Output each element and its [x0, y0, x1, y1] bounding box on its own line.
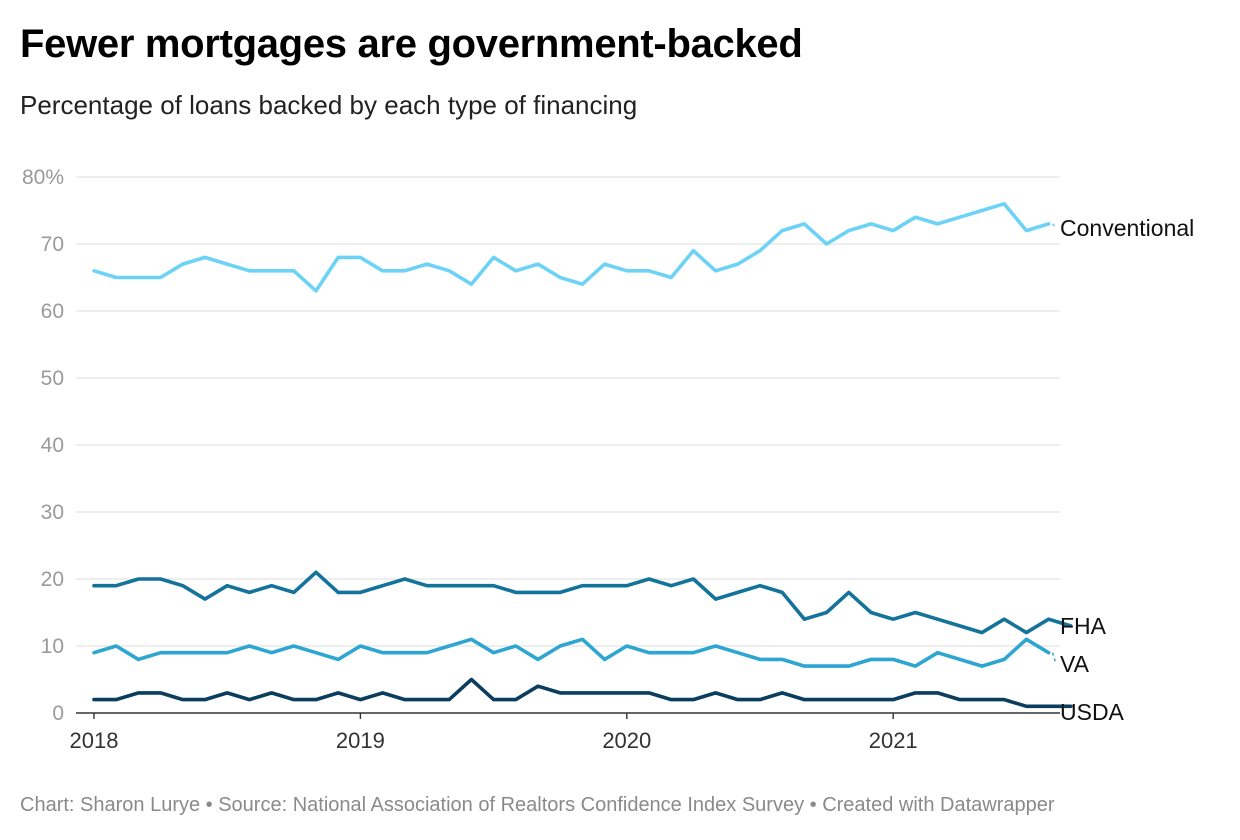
- series-lines: [92, 202, 1073, 709]
- series-label-va: VA: [1060, 651, 1090, 677]
- gridlines: [76, 176, 1060, 714]
- y-axis: 0 10 20 30 40 50 60 70 80%: [22, 166, 64, 725]
- series-label-conventional: Conventional: [1060, 215, 1194, 241]
- label-connector-conventional: [1052, 223, 1057, 229]
- series-labels: Conventional FHA VA USDA: [1060, 215, 1194, 725]
- chart-footer-credit: Chart: Sharon Lurye • Source: National A…: [20, 794, 1055, 816]
- chart-subtitle: Percentage of loans backed by each type …: [20, 90, 638, 120]
- chart-title: Fewer mortgages are government-backed: [20, 22, 803, 66]
- y-tick-label: 0: [52, 702, 64, 725]
- series-line-va: [92, 637, 1051, 668]
- series-line-usda: [92, 677, 1073, 709]
- series-line-fha: [92, 570, 1073, 635]
- y-tick-label: 80%: [22, 166, 64, 189]
- y-tick-label: 20: [41, 568, 64, 591]
- y-tick-label: 70: [41, 233, 64, 256]
- y-tick-label: 10: [41, 635, 64, 658]
- y-tick-label: 30: [41, 501, 64, 524]
- x-axis: 2018 2019 2020 2021: [70, 713, 918, 753]
- x-tick-label: 2018: [70, 728, 119, 753]
- y-tick-label: 60: [41, 300, 64, 323]
- x-tick-label: 2019: [336, 728, 385, 753]
- series-label-usda: USDA: [1060, 699, 1125, 725]
- label-connector-va: [1051, 652, 1057, 665]
- y-tick-label: 50: [41, 367, 64, 390]
- series-label-fha: FHA: [1060, 613, 1107, 639]
- y-tick-label: 40: [41, 434, 64, 457]
- series-line-conventional: [92, 202, 1051, 293]
- x-tick-label: 2020: [602, 728, 651, 753]
- x-tick-label: 2021: [869, 728, 918, 753]
